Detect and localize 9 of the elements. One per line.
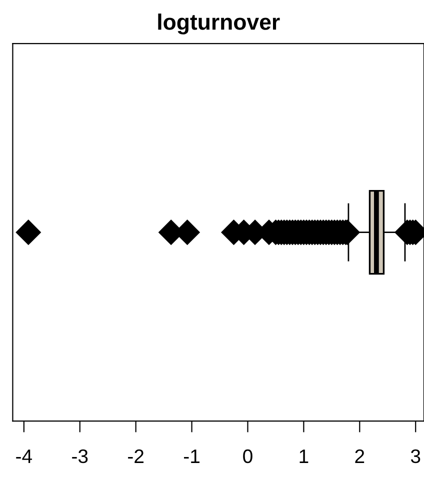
x-tick-label: 2 [355,449,364,463]
x-tick-label: -4 [16,450,32,463]
x-tick-label: 0 [243,449,252,464]
x-tick-label: -2 [128,449,144,463]
x-tick-label: 3 [410,449,420,464]
x-tick-label: -3 [72,449,88,464]
x-tick-label: -1 [184,450,200,463]
x-tick-label: 1 [300,450,308,463]
chart-title: logturnover [158,14,280,34]
